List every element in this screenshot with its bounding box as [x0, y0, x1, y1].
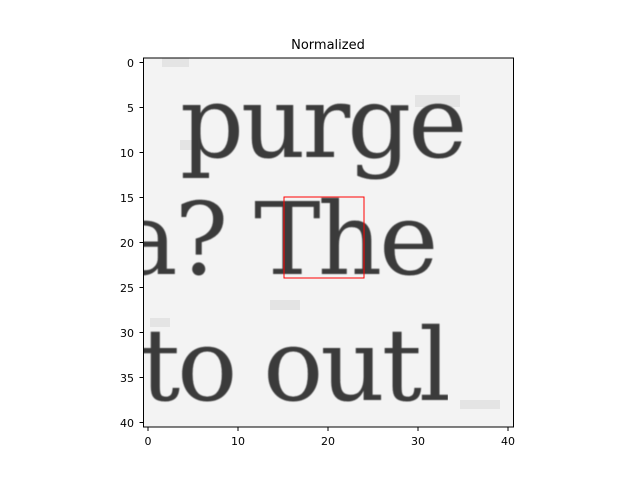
- x-tick-label: 20: [321, 435, 335, 448]
- y-tick-label: 40: [120, 417, 134, 430]
- plot-title: Normalized: [291, 38, 365, 53]
- x-tick-label: 30: [411, 435, 425, 448]
- y-tick-label: 5: [127, 102, 134, 115]
- text-line-outl: to outl: [140, 307, 448, 424]
- y-tick-label: 25: [120, 282, 134, 295]
- y-tick-label: 15: [120, 192, 134, 205]
- x-tick-label: 0: [145, 435, 152, 448]
- y-tick-label: 0: [127, 57, 134, 70]
- y-tick-label: 35: [120, 372, 134, 385]
- x-tick-label: 40: [501, 435, 515, 448]
- roi-rectangle: [283, 196, 365, 279]
- text-line-the: a? The: [118, 181, 435, 298]
- y-axis: 0 5 10 15 20 25 30 35 40: [120, 57, 144, 430]
- y-tick-label: 30: [120, 327, 134, 340]
- x-axis: 0 10 20 30 40: [145, 427, 515, 448]
- y-tick-label: 10: [120, 147, 134, 160]
- text-line-purge: purge: [180, 64, 464, 181]
- grayscale-image: purge a? The to outl: [118, 58, 514, 427]
- x-tick-label: 10: [231, 435, 245, 448]
- y-tick-label: 20: [120, 237, 134, 250]
